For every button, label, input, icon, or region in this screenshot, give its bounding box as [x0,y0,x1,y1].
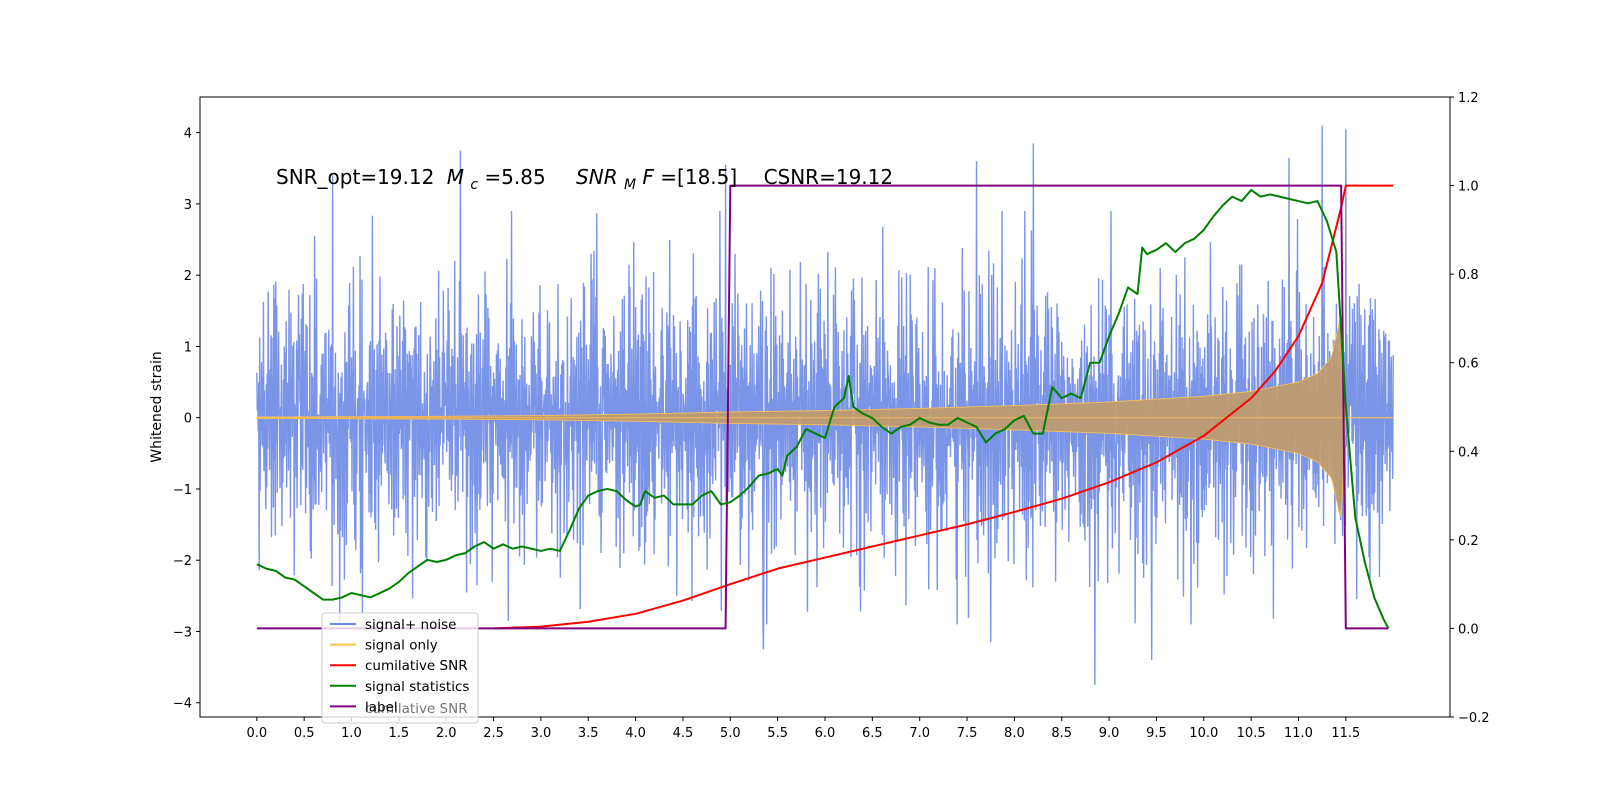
series-label [256,184,1389,630]
annotation-snrmf-symbol: SNR [576,165,618,189]
annotation-snrmf-f: F [642,165,654,189]
series-signal-statistics [256,189,1390,629]
x-tick-label: 2.0 [436,726,457,741]
series-cumulative-snr [493,184,1394,630]
x-tick-label: 1.0 [341,726,362,741]
y-tick-label: −3 [173,625,192,640]
legend: cumilative SNR signal+ noise signal only c… [321,612,479,724]
series-signal-plus-noise [256,125,1394,685]
y2-tick-label: 0.8 [1458,268,1479,283]
x-tick-label: 1.5 [389,726,410,741]
x-tick-label: 11.0 [1284,726,1313,741]
x-tick-label: 6.5 [862,726,883,741]
x-tick-label: 9.5 [1146,726,1167,741]
x-tick-label: 11.5 [1331,726,1360,741]
x-tick-label: 8.5 [1051,726,1072,741]
x-tick-label: 8.0 [1004,726,1025,741]
x-tick-label: 5.5 [767,726,788,741]
series-layer [256,125,1394,685]
x-tick-label: 0.5 [294,726,315,741]
y2-tick-label: 0.2 [1458,534,1479,549]
y-axis: −4 −3 −2 −1 0 1 2 3 4 [173,127,200,712]
x-tick-label: 4.5 [673,726,694,741]
legend-label: label [365,699,398,715]
x-tick-label: 6.0 [815,726,836,741]
legend-label: signal+ noise [365,617,456,633]
annotation-snr-opt: SNR_opt=19.12 [276,165,434,189]
y-tick-label: 1 [184,340,192,355]
x-tick-label: 0.0 [246,726,267,741]
annotation-mc-value: =5.85 [484,165,545,189]
annotation-snrmf-value: =[18.5] [660,165,737,189]
x-tick-label: 7.5 [957,726,978,741]
y-tick-label: −2 [173,554,192,569]
y-tick-label: 0 [184,412,192,427]
annotation: SNR_opt=19.12 M c =5.85 SNR M F =[18.5] … [276,165,893,194]
y-tick-label: −1 [173,483,192,498]
annotation-mc-symbol: M [447,165,464,189]
legend-box [321,612,479,724]
x-tick-label: 4.0 [625,726,646,741]
x-tick-label: 9.0 [1099,726,1120,741]
y2-tick-label: 1.2 [1458,91,1479,106]
annotation-csnr: CSNR=19.12 [764,165,894,189]
x-tick-label: 2.5 [483,726,504,741]
y2-axis: −0.2 0.0 0.2 0.4 0.6 0.8 1.0 1.2 [1450,91,1490,726]
y2-tick-label: 0.6 [1458,357,1479,372]
y2-tick-label: −0.2 [1458,711,1490,726]
x-tick-label: 5.0 [720,726,741,741]
y2-tick-label: 1.0 [1458,180,1479,195]
legend-label: signal statistics [365,679,469,695]
legend-entries: signal+ noise signal only cumilative SNR si… [330,617,469,715]
legend-hidden-text: cumilative SNR [365,701,468,717]
annotation-mc-sub: c [470,177,478,193]
legend-label: cumilative SNR [365,658,468,674]
y-tick-label: 2 [184,269,192,284]
x-tick-label: 7.0 [909,726,930,741]
y-tick-label: 4 [184,127,192,142]
y-tick-label: 3 [184,198,192,213]
x-tick-label: 10.5 [1237,726,1266,741]
y-axis-label: Whitened strain [149,351,165,462]
x-tick-label: 10.0 [1189,726,1218,741]
x-axis: 0.0 0.5 1.0 1.5 2.0 2.5 3.0 3.5 4.0 4.5 5.0 5.5 6.0 6… [246,717,1360,741]
y-tick-label: −4 [173,697,192,712]
y2-tick-label: 0.4 [1458,445,1479,460]
legend-label: signal only [365,638,438,654]
y2-tick-label: 0.0 [1458,622,1479,637]
x-tick-label: 3.5 [578,726,599,741]
x-tick-label: 3.0 [531,726,552,741]
annotation-snrmf-sub: M [624,177,636,193]
